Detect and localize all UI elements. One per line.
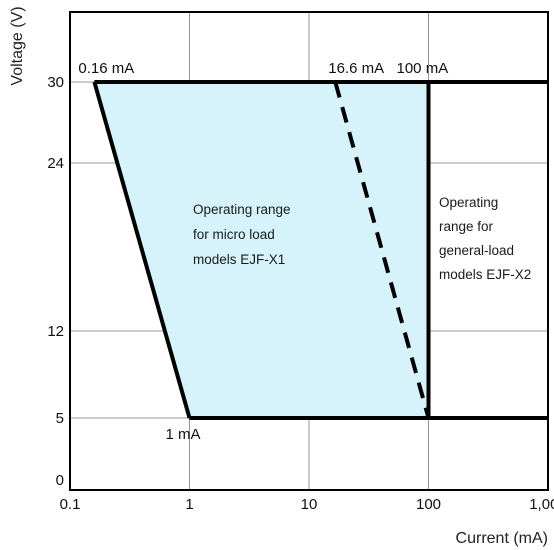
micro-load-operating-region [94, 82, 429, 418]
x-tick-label: 0.1 [60, 496, 81, 513]
region-labels: Operating range for micro load models EJF-… [193, 195, 531, 282]
general-load-region-label: general-load [439, 243, 514, 258]
micro-load-region-label: for micro load [193, 227, 275, 242]
left-current-limit-line [92, 81, 192, 419]
general-load-region-label: models EJF-X2 [439, 267, 531, 282]
current-annotation: 1 mA [166, 426, 201, 443]
micro-load-region-label: models EJF-X1 [193, 252, 285, 267]
y-tick-label: 30 [47, 74, 64, 91]
general-load-region-label: Operating [439, 195, 498, 210]
dashed-boundary-line [333, 81, 431, 419]
current-annotation: 0.16 mA [78, 60, 134, 77]
y-tick-label: 0 [56, 472, 64, 489]
x-tick-label: 1,000 [529, 496, 554, 513]
y-tick-label: 12 [47, 323, 64, 340]
micro-load-region-label: Operating range [193, 202, 291, 217]
general-load-region-label: range for [439, 219, 494, 234]
limit-lines [92, 80, 548, 420]
x-axis-label: Current (mA) [456, 530, 548, 547]
x-tick-label: 1 [185, 496, 193, 513]
y-tick-labels: 0 5 12 24 30 [47, 74, 64, 489]
plot-frame [69, 11, 549, 491]
x-tick-labels: 0.1 1 10 100 1,000 [60, 496, 554, 513]
y-tick-label: 5 [56, 410, 64, 427]
current-annotations: 0.16 mA 16.6 mA 100 mA 1 mA [78, 60, 448, 443]
x-tick-label: 10 [301, 496, 318, 513]
y-axis-label: Voltage (V) [9, 6, 26, 85]
current-annotation: 16.6 mA [328, 60, 384, 77]
current-annotation: 100 mA [397, 60, 449, 77]
y-tick-label: 24 [47, 155, 64, 172]
x-tick-label: 100 [416, 496, 441, 513]
